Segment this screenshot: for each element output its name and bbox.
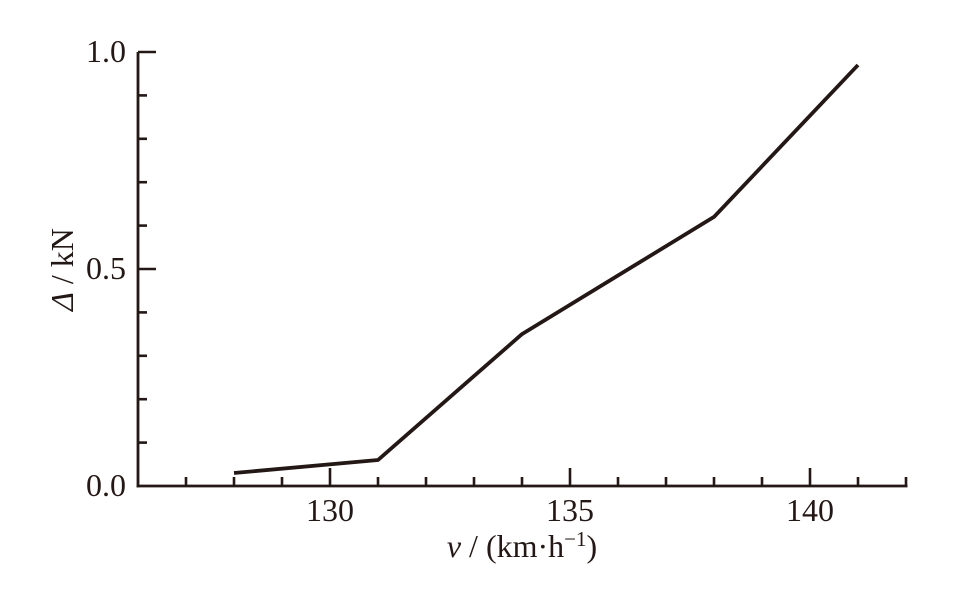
y-axis-label: Δ / kN xyxy=(44,228,80,313)
x-tick-label: 130 xyxy=(306,492,354,528)
y-tick-label: 0.5 xyxy=(86,250,126,286)
x-tick-label: 135 xyxy=(546,492,594,528)
y-tick-label: 1.0 xyxy=(86,33,126,69)
x-axis-label: v / (km·h−1) xyxy=(447,527,597,564)
data-series-line xyxy=(233,63,860,475)
y-tick-label: 0.0 xyxy=(86,467,126,503)
x-tick-label: 140 xyxy=(786,492,834,528)
